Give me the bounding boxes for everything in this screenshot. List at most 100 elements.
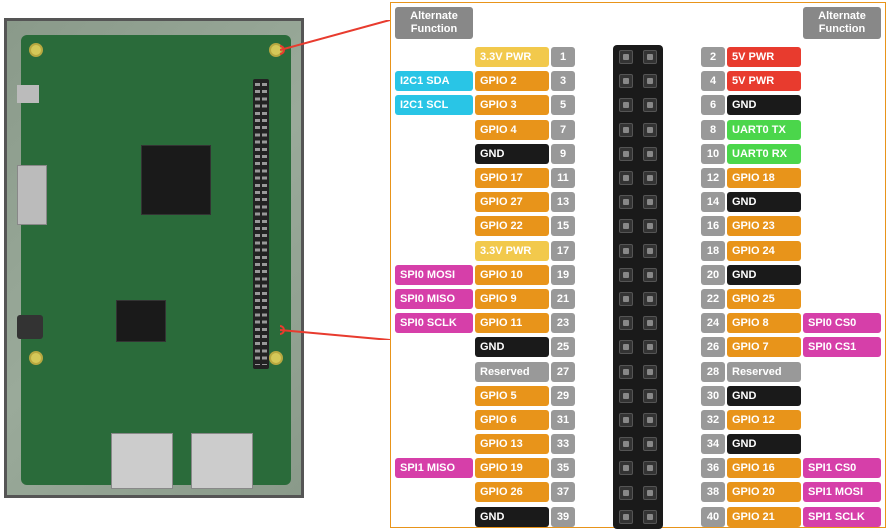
alt-function-left [395, 482, 473, 502]
pin-row: GPIO 63132GPIO 12 [395, 408, 881, 432]
alt-function-right [803, 289, 881, 309]
pin-row: GPIO 52930GND [395, 384, 881, 408]
pcb [21, 35, 291, 485]
mounting-hole [269, 351, 283, 365]
alt-function-right [803, 71, 881, 91]
alt-function-left [395, 410, 473, 430]
pin-number-right: 2 [701, 47, 725, 67]
usb-port [191, 433, 253, 489]
audio-jack [17, 315, 43, 339]
pin-function-left: GPIO 17 [475, 168, 549, 188]
pin-function-right: GND [727, 434, 801, 454]
pin-number-right: 8 [701, 120, 725, 140]
pin-number-right: 32 [701, 410, 725, 430]
pin-function-right: GPIO 23 [727, 216, 801, 236]
pin-number-right: 6 [701, 95, 725, 115]
pin-number-left: 17 [551, 241, 575, 261]
alt-function-right [803, 265, 881, 285]
pin-function-right: GND [727, 95, 801, 115]
alt-function-left: SPI1 MISO [395, 458, 473, 478]
pin-number-left: 27 [551, 362, 575, 382]
alt-function-right [803, 95, 881, 115]
pin-function-right: GPIO 7 [727, 337, 801, 357]
alt-function-left: SPI0 SCLK [395, 313, 473, 333]
alt-function-right [803, 362, 881, 382]
alt-header-right: Alternate Function [803, 7, 881, 39]
pin-number-right: 10 [701, 144, 725, 164]
hdmi-port [17, 165, 47, 225]
pin-function-left: GPIO 13 [475, 434, 549, 454]
alt-function-right [803, 120, 881, 140]
pin-row: Reserved2728Reserved [395, 359, 881, 383]
pin-number-left: 35 [551, 458, 575, 478]
pin-function-right: GPIO 20 [727, 482, 801, 502]
pin-row: SPI0 MOSIGPIO 101920GND [395, 263, 881, 287]
alt-function-left [395, 434, 473, 454]
pin-row: GND2526GPIO 7SPI0 CS1 [395, 335, 881, 359]
pin-row: I2C1 SCLGPIO 35 6GND [395, 93, 881, 117]
pin-number-left: 39 [551, 507, 575, 527]
alt-function-left [395, 120, 473, 140]
alt-function-left [395, 47, 473, 67]
pin-function-right: GND [727, 386, 801, 406]
pin-row: GPIO 271314GND [395, 190, 881, 214]
alt-function-right [803, 410, 881, 430]
pin-number-left: 7 [551, 120, 575, 140]
pin-rows: 3.3V PWR125V PWRI2C1 SDAGPIO 2345V PWRI2… [395, 45, 881, 523]
pin-function-left: Reserved [475, 362, 549, 382]
pin-function-left: GPIO 26 [475, 482, 549, 502]
alt-function-left: I2C1 SCL [395, 95, 473, 115]
pin-function-left: GPIO 22 [475, 216, 549, 236]
pin-function-right: GPIO 18 [727, 168, 801, 188]
alt-function-left [395, 168, 473, 188]
alt-function-left: I2C1 SDA [395, 71, 473, 91]
pin-number-right: 40 [701, 507, 725, 527]
pin-number-left: 3 [551, 71, 575, 91]
alt-function-right: SPI1 CS0 [803, 458, 881, 478]
pin-row: GPIO 221516GPIO 23 [395, 214, 881, 238]
pin-row: GPIO 263738GPIO 20SPI1 MOSI [395, 480, 881, 504]
board-photo [4, 18, 304, 498]
pin-function-right: GPIO 16 [727, 458, 801, 478]
pin-number-right: 14 [701, 192, 725, 212]
pin-function-right: Reserved [727, 362, 801, 382]
alt-function-right [803, 144, 881, 164]
pin-number-right: 18 [701, 241, 725, 261]
gpio-header [253, 79, 269, 369]
mounting-hole [29, 43, 43, 57]
alt-function-right [803, 216, 881, 236]
pin-function-left: GND [475, 507, 549, 527]
alt-function-right [803, 434, 881, 454]
pin-number-left: 19 [551, 265, 575, 285]
mounting-hole [269, 43, 283, 57]
pin-number-left: 11 [551, 168, 575, 188]
pin-function-right: GPIO 12 [727, 410, 801, 430]
ram-chip [116, 300, 166, 342]
pin-function-left: 3.3V PWR [475, 47, 549, 67]
pin-number-right: 36 [701, 458, 725, 478]
alt-function-left: SPI0 MISO [395, 289, 473, 309]
pin-number-right: 26 [701, 337, 725, 357]
pin-number-left: 23 [551, 313, 575, 333]
pin-function-right: GPIO 24 [727, 241, 801, 261]
alt-function-left [395, 362, 473, 382]
alt-function-left [395, 216, 473, 236]
alt-function-right [803, 47, 881, 67]
pin-function-left: GPIO 3 [475, 95, 549, 115]
alt-function-left [395, 144, 473, 164]
pin-number-left: 9 [551, 144, 575, 164]
pin-function-left: GND [475, 144, 549, 164]
mounting-hole [29, 351, 43, 365]
alt-function-right: SPI1 SCLK [803, 507, 881, 527]
pin-number-right: 30 [701, 386, 725, 406]
pin-number-right: 28 [701, 362, 725, 382]
pin-function-left: GPIO 9 [475, 289, 549, 309]
pin-number-left: 29 [551, 386, 575, 406]
pin-number-right: 34 [701, 434, 725, 454]
pin-number-left: 5 [551, 95, 575, 115]
pin-function-right: UART0 TX [727, 120, 801, 140]
pin-function-left: GND [475, 337, 549, 357]
pin-number-left: 37 [551, 482, 575, 502]
pin-function-right: UART0 RX [727, 144, 801, 164]
pin-number-left: 25 [551, 337, 575, 357]
